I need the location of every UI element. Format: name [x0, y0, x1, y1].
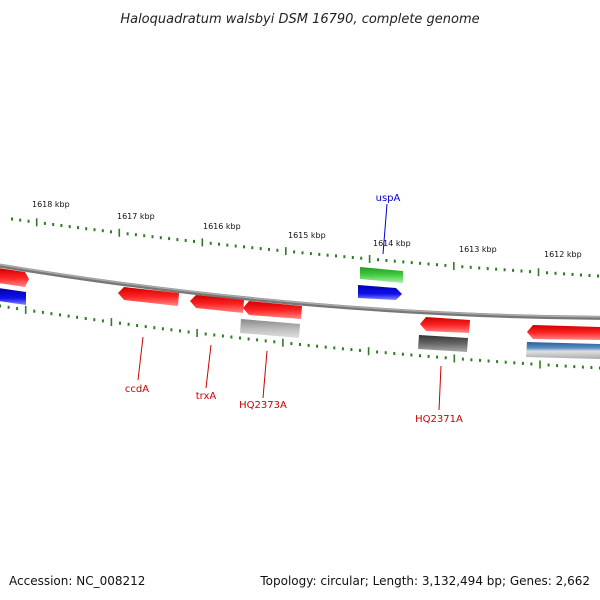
- blue-feature-arrow[interactable]: [358, 285, 402, 300]
- scale-label: 1618 kbp: [32, 200, 70, 209]
- leader-line-uspA: [382, 203, 388, 255]
- gray-feature[interactable]: [240, 319, 300, 338]
- blue-feature[interactable]: [0, 288, 26, 305]
- reverse-cds-HQ2371A[interactable]: [420, 317, 470, 333]
- genome-info-text: Topology: circular; Length: 3,132,494 bp…: [260, 574, 590, 588]
- scale-label: 1617 kbp: [117, 212, 155, 221]
- forward-cds-feature[interactable]: [0, 268, 29, 287]
- leader-line-trxA: [205, 344, 212, 389]
- outer-scale-ticks: [11, 217, 599, 278]
- scale-label: 1614 kbp: [373, 239, 411, 248]
- gene-label-HQ2371A[interactable]: HQ2371A: [415, 414, 463, 425]
- leader-line-HQ2371A: [438, 365, 442, 411]
- steel-feature[interactable]: [526, 342, 600, 359]
- genome-backbone: [0, 263, 600, 320]
- dark-feature[interactable]: [418, 335, 468, 352]
- scale-label: 1616 kbp: [203, 222, 241, 231]
- reverse-cds-ccdA[interactable]: [118, 287, 179, 306]
- reverse-cds-trxA[interactable]: [190, 295, 244, 313]
- leader-line-ccdA: [137, 336, 144, 381]
- accession-text: Accession: NC_008212: [9, 574, 146, 588]
- gene-label-trxA[interactable]: trxA: [196, 391, 217, 402]
- gene-label-ccdA[interactable]: ccdA: [125, 384, 149, 395]
- map-title: Haloquadratum walsbyi DSM 16790, complet…: [120, 12, 479, 27]
- gene-label-HQ2373A[interactable]: HQ2373A: [239, 400, 287, 411]
- scale-label: 1615 kbp: [288, 231, 326, 240]
- green-feature-uspA[interactable]: [360, 267, 403, 283]
- reverse-cds-feature[interactable]: [527, 325, 600, 340]
- reverse-cds-HQ2373A[interactable]: [243, 301, 302, 319]
- scale-label: 1613 kbp: [459, 245, 497, 254]
- gene-label-uspA[interactable]: uspA: [376, 193, 401, 204]
- leader-line-HQ2373A: [262, 350, 268, 399]
- inner-scale-ticks: [0, 304, 600, 370]
- scale-label: 1612 kbp: [544, 250, 582, 259]
